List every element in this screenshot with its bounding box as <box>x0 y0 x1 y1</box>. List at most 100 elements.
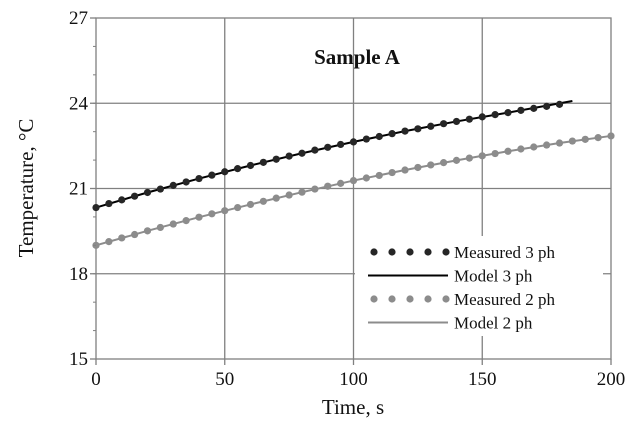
data-point-measured-2-ph <box>311 185 319 193</box>
data-point-measured-2-ph <box>581 135 589 143</box>
legend-box <box>355 236 603 336</box>
data-point-measured-3-ph <box>530 104 538 112</box>
data-point-measured-3-ph <box>195 174 203 183</box>
data-point-measured-3-ph <box>375 132 383 141</box>
legend-marker-measured-2-ph <box>424 295 432 303</box>
data-point-measured-2-ph <box>105 238 113 246</box>
data-point-measured-3-ph <box>337 140 345 149</box>
data-point-measured-3-ph <box>221 168 229 176</box>
data-point-measured-2-ph <box>530 143 538 151</box>
data-point-measured-3-ph <box>272 155 280 163</box>
data-point-measured-2-ph <box>195 213 203 221</box>
legend-label-model-3-ph: Model 3 ph <box>454 267 533 286</box>
data-point-measured-2-ph <box>491 149 499 158</box>
legend-marker-measured-2-ph <box>406 295 414 303</box>
data-point-measured-3-ph <box>414 125 422 133</box>
data-point-measured-2-ph <box>543 141 551 149</box>
legend-marker-measured-2-ph <box>370 295 378 303</box>
data-point-measured-3-ph <box>131 192 139 200</box>
data-point-measured-3-ph <box>440 120 448 128</box>
data-point-measured-2-ph <box>208 210 216 218</box>
data-point-measured-3-ph <box>478 113 486 121</box>
data-point-measured-3-ph <box>182 178 190 186</box>
legend-marker-measured-3-ph <box>370 248 378 256</box>
axes <box>90 17 612 365</box>
data-point-measured-3-ph <box>143 188 152 197</box>
data-point-measured-3-ph <box>259 158 267 166</box>
legend: Measured 3 ph Model 3 ph Measured 2 ph Mode… <box>355 236 603 336</box>
data-point-measured-3-ph <box>388 130 396 138</box>
data-point-measured-2-ph <box>478 152 486 160</box>
data-point-measured-3-ph <box>298 149 306 157</box>
y-tick-label: 24 <box>69 93 89 114</box>
tick-labels: 15 18 21 24 27 0 50 100 150 200 <box>69 8 625 390</box>
data-point-measured-2-ph <box>465 154 473 162</box>
data-point-measured-2-ph <box>555 139 564 147</box>
data-point-measured-3-ph <box>285 152 293 160</box>
data-point-measured-3-ph <box>555 100 564 108</box>
data-point-measured-2-ph <box>143 227 152 235</box>
data-point-measured-2-ph <box>427 161 435 169</box>
data-point-measured-2-ph <box>246 200 255 209</box>
data-point-measured-2-ph <box>118 234 126 242</box>
legend-label-measured-3-ph: Measured 3 ph <box>454 243 556 262</box>
x-axis-label: Time, s <box>322 395 384 419</box>
data-point-measured-2-ph <box>324 182 332 190</box>
data-point-measured-2-ph <box>388 168 396 177</box>
y-tick-label: 15 <box>69 349 88 370</box>
data-point-measured-2-ph <box>594 134 602 142</box>
data-point-measured-2-ph <box>285 191 293 199</box>
data-point-measured-2-ph <box>349 176 358 185</box>
data-point-measured-3-ph <box>543 102 551 110</box>
data-point-measured-2-ph <box>517 145 525 153</box>
data-point-measured-2-ph <box>131 230 139 239</box>
x-tick-label: 0 <box>91 369 101 390</box>
data-point-measured-3-ph <box>169 181 177 189</box>
y-axis-label: Temperature, °C <box>14 119 38 258</box>
data-point-measured-3-ph <box>311 146 319 154</box>
data-point-measured-3-ph <box>234 165 242 173</box>
data-point-measured-3-ph <box>118 196 126 204</box>
data-point-measured-3-ph <box>105 199 113 208</box>
data-point-measured-2-ph <box>182 217 190 225</box>
data-point-measured-2-ph <box>401 166 409 174</box>
data-point-measured-2-ph <box>272 194 280 202</box>
data-point-measured-3-ph <box>401 127 409 135</box>
data-point-measured-2-ph <box>298 188 306 196</box>
data-point-measured-2-ph <box>259 197 267 205</box>
y-tick-label: 18 <box>69 264 88 285</box>
data-point-measured-2-ph <box>221 207 229 215</box>
data-point-measured-3-ph <box>156 185 164 193</box>
data-point-measured-3-ph <box>517 106 525 114</box>
data-point-measured-3-ph <box>324 143 332 151</box>
data-point-measured-3-ph <box>92 203 100 212</box>
data-point-measured-2-ph <box>375 171 383 180</box>
series-line-model-3-ph <box>95 99 573 209</box>
chart-title: Sample A <box>314 45 401 69</box>
data-point-measured-2-ph <box>607 132 615 140</box>
data-point-measured-3-ph <box>349 138 358 146</box>
legend-label-measured-2-ph: Measured 2 ph <box>454 290 556 309</box>
data-point-measured-2-ph <box>156 223 164 232</box>
data-point-measured-2-ph <box>414 163 422 172</box>
legend-marker-measured-2-ph <box>442 295 450 303</box>
data-point-measured-3-ph <box>208 171 216 179</box>
data-point-measured-2-ph <box>440 159 448 167</box>
data-point-measured-3-ph <box>246 161 255 170</box>
legend-label-model-2-ph: Model 2 ph <box>454 314 533 333</box>
data-point-measured-3-ph <box>491 111 499 119</box>
data-point-measured-2-ph <box>337 179 345 187</box>
data-point-measured-2-ph <box>362 174 370 182</box>
data-point-measured-3-ph <box>452 117 461 126</box>
x-tick-label: 50 <box>215 369 234 390</box>
x-tick-label: 100 <box>339 369 368 390</box>
legend-marker-measured-2-ph <box>388 295 396 303</box>
data-point-measured-2-ph <box>452 156 461 164</box>
legend-marker-measured-3-ph <box>388 248 396 256</box>
y-tick-label: 21 <box>69 179 88 200</box>
x-tick-label: 200 <box>597 369 626 390</box>
legend-marker-measured-3-ph <box>424 248 432 256</box>
data-point-measured-3-ph <box>362 135 370 143</box>
legend-marker-measured-3-ph <box>442 248 450 256</box>
